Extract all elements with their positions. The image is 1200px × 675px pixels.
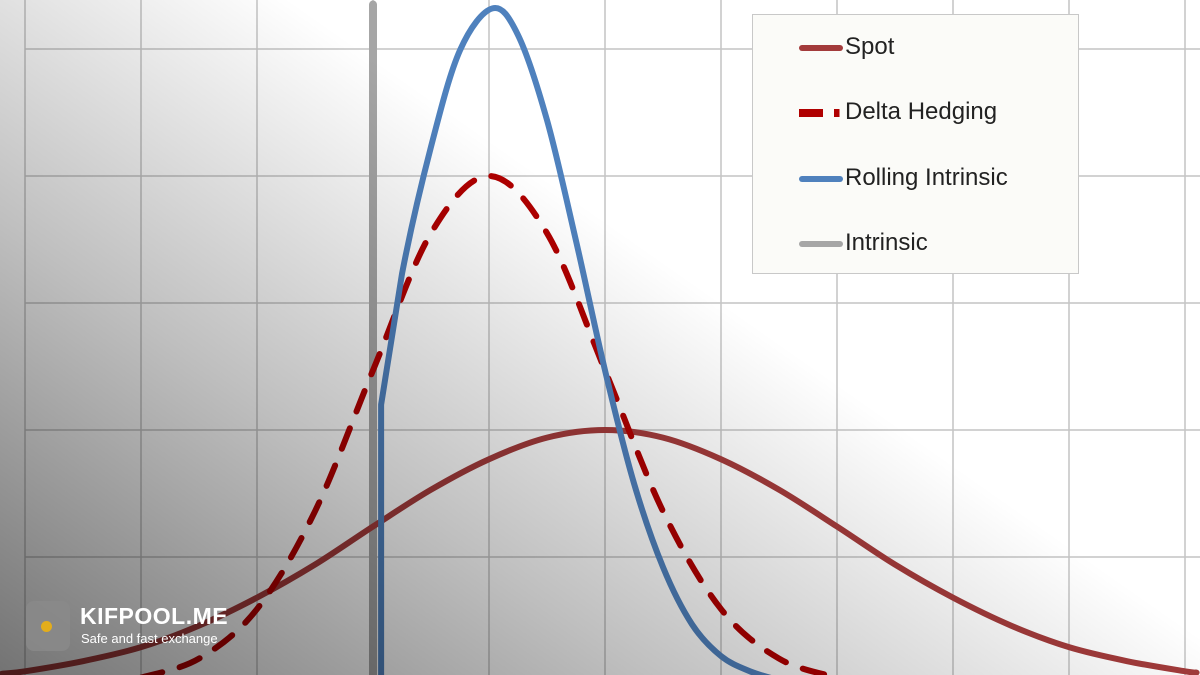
legend-item-delta-hedging: Delta Hedging [799, 97, 998, 127]
legend-swatch-spot [799, 45, 843, 51]
series-line-rolling-intrinsic [378, 5, 772, 675]
watermark-title: KIFPOOL.ME [80, 603, 229, 629]
legend-swatch-intrinsic [799, 241, 843, 247]
legend-item-spot: Spot [799, 32, 895, 62]
legend-item-rolling-intrinsic: Rolling Intrinsic [799, 163, 1008, 193]
legend-label: Delta Hedging [845, 98, 998, 125]
watermark-subtitle: Safe and fast exchange [81, 631, 218, 646]
wallet-logo-icon [26, 601, 70, 651]
legend-swatch-rolling-intrinsic [799, 176, 843, 182]
legend-swatch-delta-hedging [799, 109, 843, 117]
legend-label: Spot [845, 33, 895, 60]
legend-label: Intrinsic [845, 229, 928, 256]
legend-label: Rolling Intrinsic [845, 164, 1008, 191]
legend: Spot Delta Hedging Rolling Intrinsic Int… [752, 14, 1079, 274]
legend-item-intrinsic: Intrinsic [799, 228, 928, 258]
logo-dot [41, 621, 52, 632]
